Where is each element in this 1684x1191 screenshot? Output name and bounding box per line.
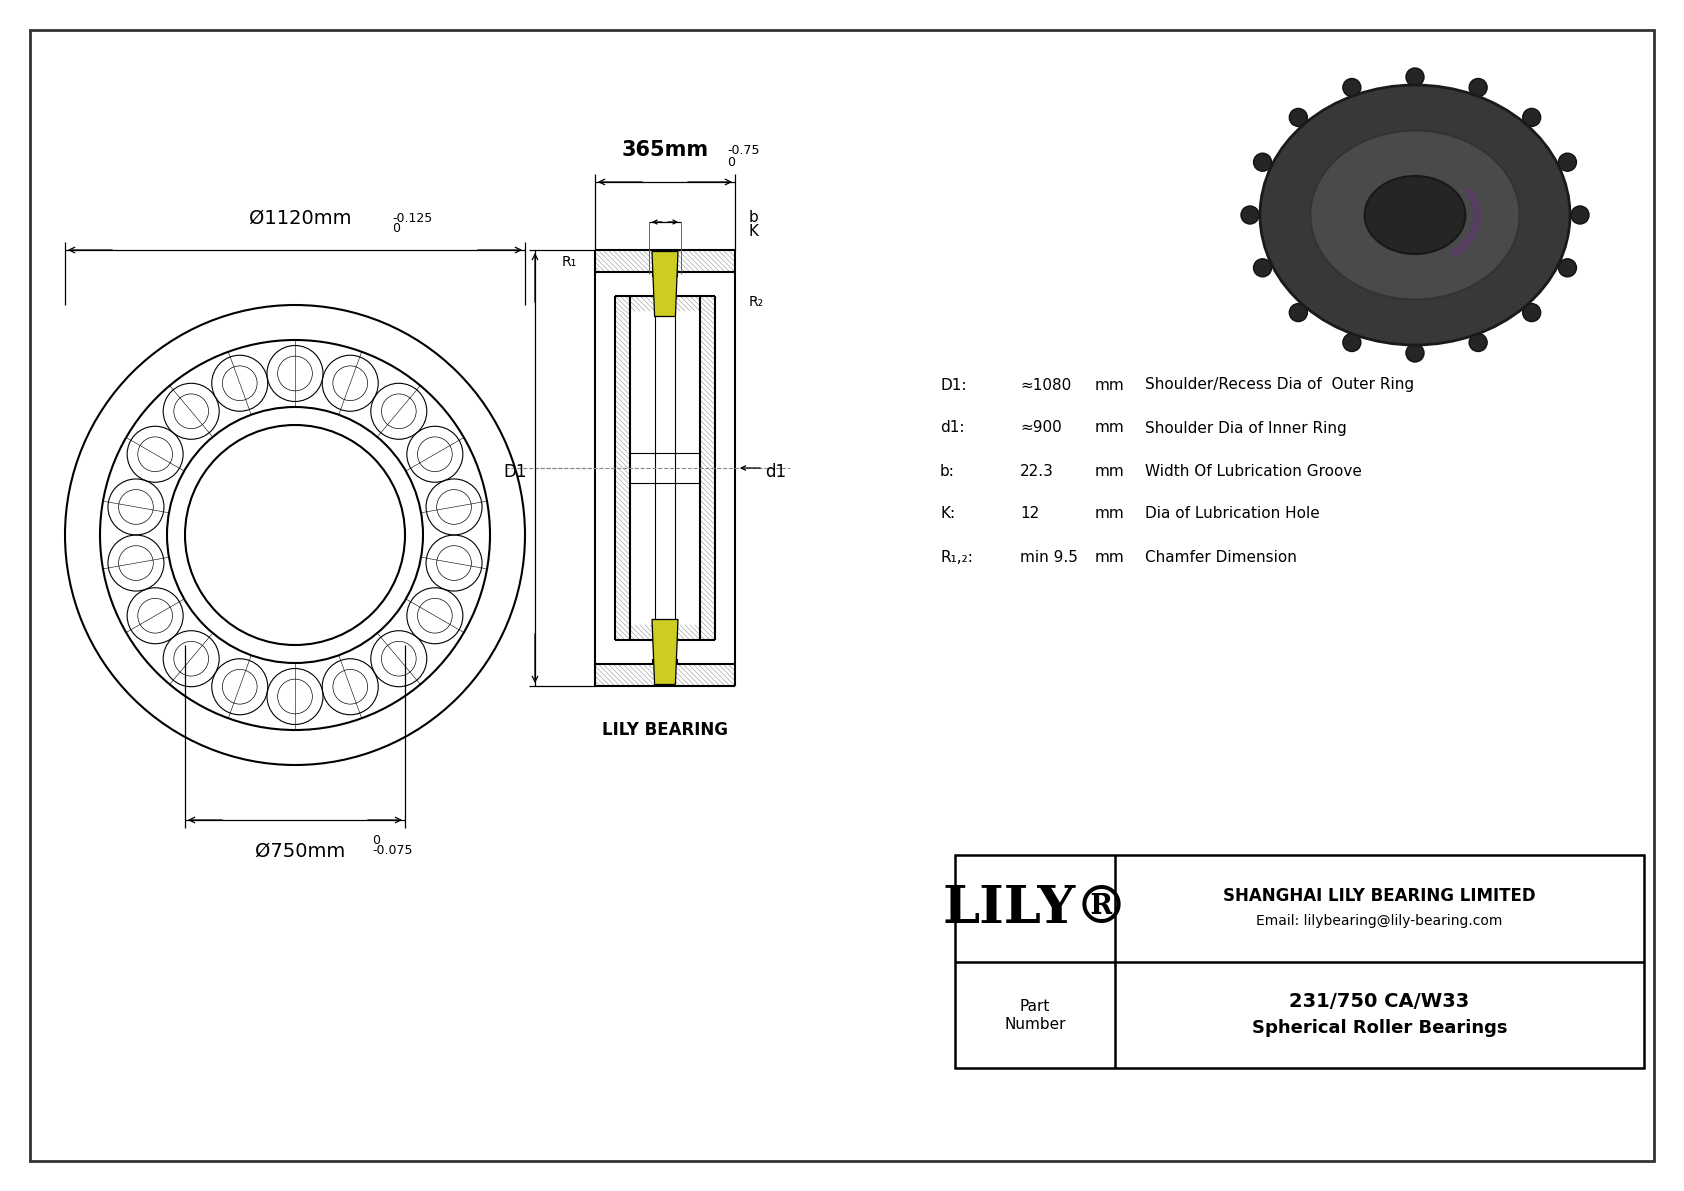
Text: d1:: d1: — [940, 420, 965, 436]
Circle shape — [1241, 206, 1260, 224]
Text: K:: K: — [940, 506, 955, 522]
Polygon shape — [652, 619, 679, 685]
Text: SHANGHAI LILY BEARING LIMITED: SHANGHAI LILY BEARING LIMITED — [1223, 887, 1536, 905]
Polygon shape — [652, 251, 679, 317]
Text: min 9.5: min 9.5 — [1021, 549, 1078, 565]
Text: 0: 0 — [392, 222, 401, 235]
Text: b: b — [749, 211, 759, 225]
Text: R₂: R₂ — [749, 295, 765, 308]
Text: Ø1120mm: Ø1120mm — [249, 208, 352, 227]
Text: mm: mm — [1095, 549, 1125, 565]
Text: D1:: D1: — [940, 378, 967, 393]
Text: Spherical Roller Bearings: Spherical Roller Bearings — [1251, 1018, 1507, 1036]
Text: Shoulder Dia of Inner Ring: Shoulder Dia of Inner Ring — [1145, 420, 1347, 436]
Text: 0: 0 — [727, 156, 734, 169]
Circle shape — [1253, 154, 1271, 172]
Text: R₁: R₁ — [562, 255, 578, 269]
Text: Email: lilybearing@lily-bearing.com: Email: lilybearing@lily-bearing.com — [1256, 915, 1502, 928]
Circle shape — [1290, 304, 1307, 322]
Circle shape — [1253, 258, 1271, 276]
Text: Part: Part — [1021, 999, 1051, 1015]
Text: K: K — [749, 224, 759, 239]
Text: Chamfer Dimension: Chamfer Dimension — [1145, 549, 1297, 565]
Text: -0.125: -0.125 — [392, 212, 433, 225]
Text: mm: mm — [1095, 420, 1125, 436]
Circle shape — [1522, 304, 1541, 322]
Circle shape — [1558, 154, 1576, 172]
Text: 231/750 CA/W33: 231/750 CA/W33 — [1290, 992, 1470, 1011]
Text: mm: mm — [1095, 378, 1125, 393]
Text: -0.75: -0.75 — [727, 144, 759, 157]
Text: Ø750mm: Ø750mm — [254, 842, 345, 861]
Ellipse shape — [1364, 176, 1465, 254]
Bar — [955, 855, 1644, 1068]
Text: 22.3: 22.3 — [1021, 463, 1054, 479]
Text: 365mm: 365mm — [621, 141, 709, 160]
Circle shape — [1558, 258, 1576, 276]
Text: 0: 0 — [372, 834, 381, 847]
Circle shape — [1406, 68, 1425, 86]
Text: Shoulder/Recess Dia of  Outer Ring: Shoulder/Recess Dia of Outer Ring — [1145, 378, 1415, 393]
Text: mm: mm — [1095, 463, 1125, 479]
Text: mm: mm — [1095, 506, 1125, 522]
Text: 12: 12 — [1021, 506, 1039, 522]
Circle shape — [1406, 344, 1425, 362]
Text: Number: Number — [1004, 1017, 1066, 1033]
Text: -0.075: -0.075 — [372, 844, 413, 858]
Text: ≈1080: ≈1080 — [1021, 378, 1071, 393]
Text: LILY®: LILY® — [941, 883, 1128, 934]
Ellipse shape — [1310, 131, 1519, 299]
Circle shape — [1342, 333, 1361, 351]
Circle shape — [1571, 206, 1590, 224]
Circle shape — [1290, 108, 1307, 126]
Text: b:: b: — [940, 463, 955, 479]
Text: LILY BEARING: LILY BEARING — [601, 721, 727, 738]
Text: ≈900: ≈900 — [1021, 420, 1061, 436]
Text: D1: D1 — [504, 463, 527, 481]
Text: Dia of Lubrication Hole: Dia of Lubrication Hole — [1145, 506, 1320, 522]
Text: Width Of Lubrication Groove: Width Of Lubrication Groove — [1145, 463, 1362, 479]
Circle shape — [1468, 333, 1487, 351]
Ellipse shape — [1260, 85, 1569, 345]
Circle shape — [1522, 108, 1541, 126]
Circle shape — [1342, 79, 1361, 96]
Text: R₁,₂:: R₁,₂: — [940, 549, 973, 565]
Text: d1: d1 — [765, 463, 786, 481]
Circle shape — [1468, 79, 1487, 96]
